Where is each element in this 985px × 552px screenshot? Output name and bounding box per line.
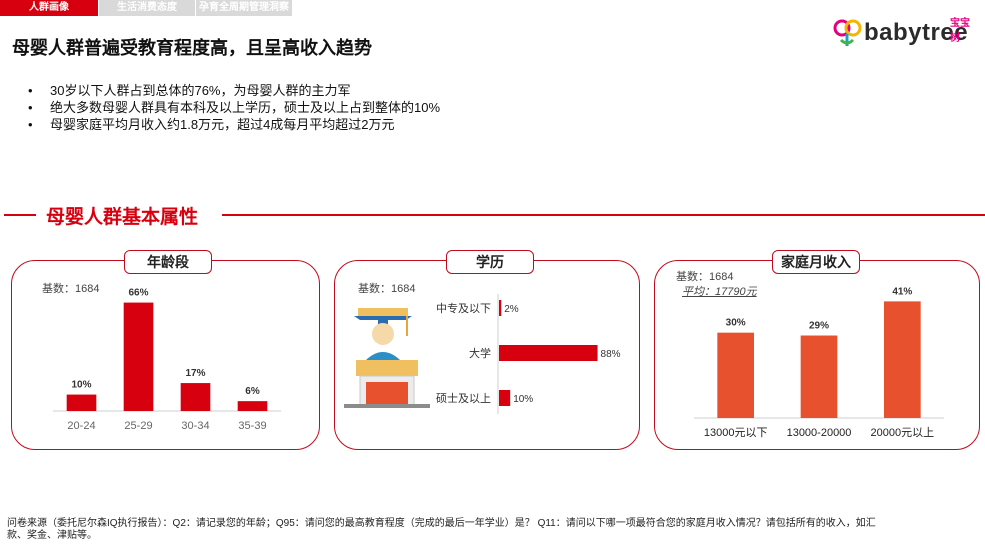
education-bar [499,390,511,406]
section-title: 母婴人群基本属性 [46,207,199,228]
age-data-label: 66% [128,288,148,299]
education-tick-label: 中专及以下 [436,301,491,315]
page-title: 母婴人群普遍受教育程度高，且呈高收入趋势 [12,38,372,58]
age-bar [123,302,154,411]
education-data-label: 10% [513,394,533,405]
income-data-label: 29% [809,321,829,332]
age-chart: 10% 20-24 66% 25-29 17% 30-34 6% 35-39 [53,288,281,432]
age-data-label: 6% [245,386,260,397]
finding-text: 30岁以下人群占到总体的76%，为母婴人群的主力军 [50,83,351,98]
age-tick-label: 30-34 [181,420,209,432]
age-panel [11,260,320,450]
education-data-label: 88% [601,349,621,360]
key-findings-list: • 30岁以下人群占到总体的76%，为母婴人群的主力军 • 绝大多数母婴人群具有本科… [28,82,440,133]
source-footnote: 问卷来源（委托尼尔森IQ执行报告）：Q2：请记录您的年龄；Q95：请问您的最高教… [7,518,876,541]
top-tabs: 人群画像 生活消费态度 孕育全周期管理洞察 [0,0,292,16]
tab-parenting-insight[interactable]: 孕育全周期管理洞察 [196,0,292,16]
bullet-icon: • [28,117,33,132]
finding-text: 绝大多数母婴人群具有本科及以上学历，硕士及以上占到整体的10% [50,100,441,115]
section-line-left [4,214,36,216]
income-chart-title: 家庭月收入 [772,250,860,274]
age-tick-label: 20-24 [67,420,95,432]
income-tick-label: 20000元以上 [871,426,935,439]
age-base-note: 基数：1684 [42,283,100,295]
age-tick-label: 35-39 [238,420,266,432]
logo-brand-text: babytree [864,19,969,46]
age-bar [237,401,268,411]
income-average-note: 平均：17790元 [682,286,757,298]
education-bar [499,300,502,316]
education-tick-label: 硕士及以上 [436,392,491,405]
bullet-icon: • [28,100,33,115]
age-bar [180,383,211,411]
income-data-label: 41% [892,286,912,297]
income-bar [800,335,838,418]
tab-audience-profile[interactable]: 人群画像 [0,0,98,16]
income-bar [717,332,754,418]
income-bar [884,301,921,418]
age-bar [66,394,97,411]
income-tick-label: 13000-20000 [787,427,852,439]
income-chart: 30% 13000元以下 29% 13000-20000 41% 20000元以上 [694,286,944,439]
babytree-logo: babytree 宝宝树 [832,14,974,48]
graduate-illustration [344,308,430,408]
education-data-label: 2% [504,304,519,315]
tab-consumption-attitude[interactable]: 生活消费态度 [99,0,195,16]
bullet-icon: • [28,83,33,98]
logo-cn-text: 宝宝树 [950,18,970,44]
education-bar [499,345,598,361]
age-data-label: 10% [71,380,91,391]
finding-item: • 母婴家庭平均月收入约1.8万元，超过4成每月平均超过2万元 [28,116,440,133]
section-line-right [222,214,985,216]
income-tick-label: 13000元以下 [704,427,768,439]
section-header: 母婴人群基本属性 [0,202,985,228]
age-chart-title: 年龄段 [124,250,212,274]
income-data-label: 30% [726,318,746,329]
education-chart: 中专及以下 2% 大学 88% 硕士及以上 10% [436,294,621,414]
education-chart-title: 学历 [446,250,534,274]
finding-item: • 绝大多数母婴人群具有本科及以上学历，硕士及以上占到整体的10% [28,99,440,116]
babytree-logo-icon [833,19,862,46]
education-base-note: 基数：1684 [358,283,416,295]
age-tick-label: 25-29 [124,420,152,432]
finding-text: 母婴家庭平均月收入约1.8万元，超过4成每月平均超过2万元 [50,117,395,132]
age-data-label: 17% [185,368,205,379]
finding-item: • 30岁以下人群占到总体的76%，为母婴人群的主力军 [28,82,440,99]
education-tick-label: 大学 [469,346,491,360]
income-base-note: 基数：1684 [676,271,734,283]
